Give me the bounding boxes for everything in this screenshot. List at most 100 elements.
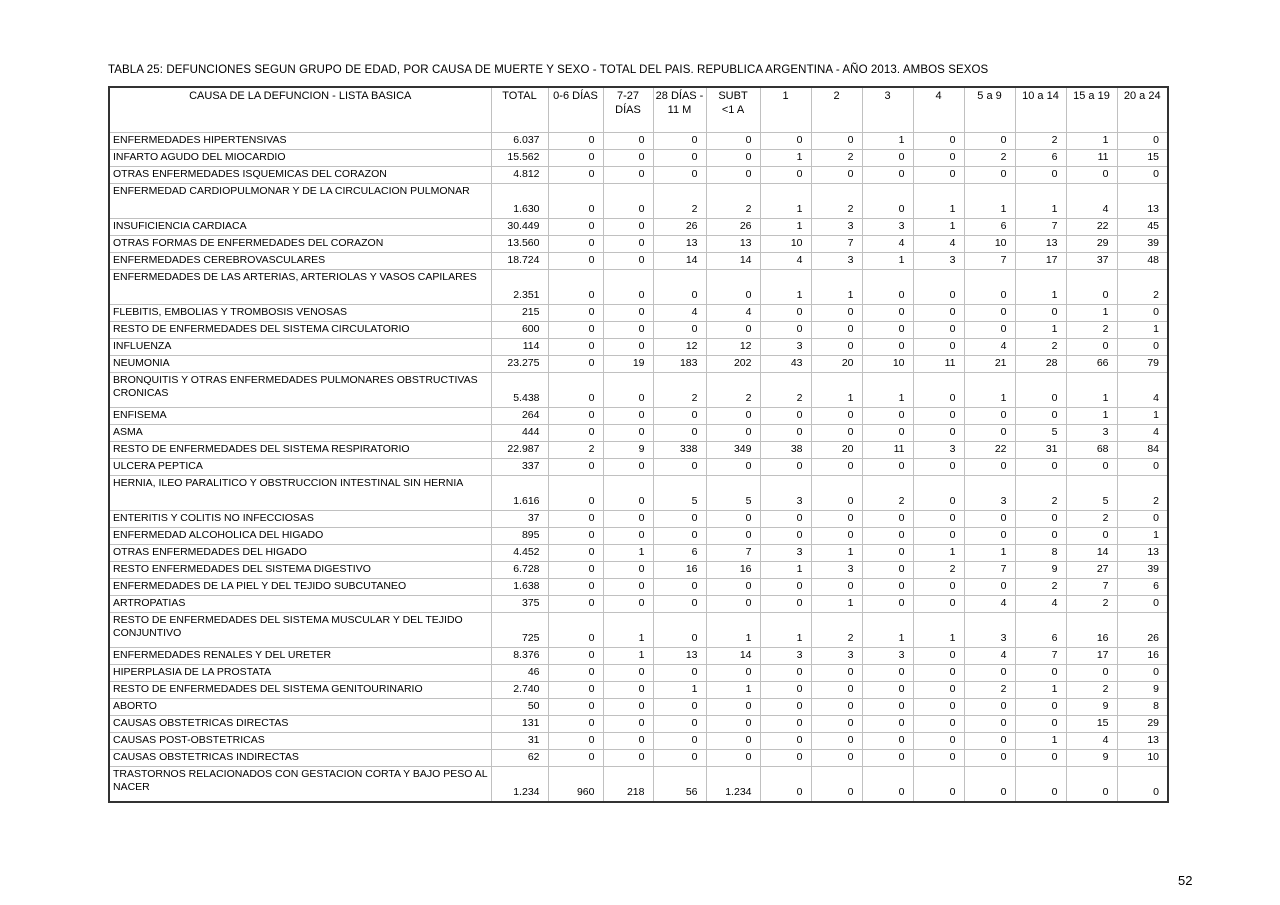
value-cell: 21: [963, 355, 1016, 373]
value-cell: 1: [861, 612, 914, 648]
cause-cell: CAUSAS OBSTETRICAS INDIRECTAS: [108, 749, 492, 767]
value-cell: 56: [652, 766, 707, 802]
value-cell: 0: [861, 269, 914, 305]
value-cell: 6: [1014, 612, 1067, 648]
value-cell: 48: [1116, 252, 1169, 270]
age-group-header: 7-27 DÍAS: [602, 86, 654, 133]
value-cell: 960: [547, 766, 604, 802]
value-cell: 0: [547, 407, 604, 425]
value-cell: 2: [759, 372, 812, 408]
value-cell: 1: [861, 252, 914, 270]
value-cell: 3: [963, 475, 1016, 511]
table-row: RESTO DE ENFERMEDADES DEL SISTEMA GENITO…: [108, 681, 1169, 699]
value-cell: 0: [963, 766, 1016, 802]
value-cell: 2: [810, 149, 863, 167]
value-cell: 0: [1014, 510, 1067, 528]
table-row: ENFERMEDADES DE LAS ARTERIAS, ARTERIOLAS…: [108, 269, 1169, 305]
value-cell: 1: [861, 372, 914, 408]
value-cell: 0: [602, 664, 654, 682]
value-cell: 1.234: [705, 766, 761, 802]
value-cell: 46: [490, 664, 549, 682]
cause-cell: TRASTORNOS RELACIONADOS CON GESTACION CO…: [108, 766, 492, 802]
value-cell: 0: [912, 595, 965, 613]
value-cell: 0: [912, 338, 965, 356]
value-cell: 0: [810, 732, 863, 750]
value-cell: 10: [1116, 749, 1169, 767]
value-cell: 337: [490, 458, 549, 476]
table-row: ENFERMEDAD ALCOHOLICA DEL HIGADO 895 0 0 0 0 0…: [108, 527, 1169, 545]
value-cell: 22.987: [490, 441, 549, 459]
value-cell: 0: [1014, 749, 1067, 767]
age-group-header: 3: [861, 86, 914, 133]
value-cell: 43: [759, 355, 812, 373]
value-cell: 0: [705, 424, 761, 442]
value-cell: 0: [810, 166, 863, 184]
age-group-header: 5 a 9: [963, 86, 1016, 133]
value-cell: 1: [759, 269, 812, 305]
value-cell: 0: [861, 166, 914, 184]
value-cell: 2: [705, 372, 761, 408]
value-cell: 0: [963, 132, 1016, 150]
value-cell: 0: [547, 681, 604, 699]
value-cell: 0: [547, 527, 604, 545]
value-cell: 38: [759, 441, 812, 459]
value-cell: 13: [652, 647, 707, 665]
value-cell: 28: [1014, 355, 1067, 373]
value-cell: 1: [1065, 407, 1118, 425]
value-cell: 0: [810, 510, 863, 528]
value-cell: 39: [1116, 235, 1169, 253]
value-cell: 0: [602, 321, 654, 339]
value-cell: 1: [759, 149, 812, 167]
value-cell: 0: [1116, 304, 1169, 322]
value-cell: 3: [810, 218, 863, 236]
value-cell: 0: [602, 183, 654, 219]
value-cell: 0: [963, 749, 1016, 767]
value-cell: 37: [490, 510, 549, 528]
value-cell: 0: [759, 664, 812, 682]
value-cell: 15.562: [490, 149, 549, 167]
value-cell: 0: [705, 149, 761, 167]
value-cell: 0: [1014, 166, 1067, 184]
value-cell: 0: [963, 715, 1016, 733]
value-cell: 0: [705, 510, 761, 528]
value-cell: 0: [705, 321, 761, 339]
value-cell: 1.630: [490, 183, 549, 219]
value-cell: 1: [1014, 269, 1067, 305]
value-cell: 0: [810, 664, 863, 682]
value-cell: 0: [547, 372, 604, 408]
cause-cell: ABORTO: [108, 698, 492, 716]
value-cell: 45: [1116, 218, 1169, 236]
cause-cell: RESTO DE ENFERMEDADES DEL SISTEMA GENITO…: [108, 681, 492, 699]
value-cell: 2: [1065, 681, 1118, 699]
value-cell: 0: [602, 407, 654, 425]
table-row: ENFERMEDAD CARDIOPULMONAR Y DE LA CIRCUL…: [108, 183, 1169, 219]
value-cell: 600: [490, 321, 549, 339]
value-cell: 0: [652, 732, 707, 750]
value-cell: 338: [652, 441, 707, 459]
value-cell: 27: [1065, 561, 1118, 579]
value-cell: 0: [652, 595, 707, 613]
cause-cell: BRONQUITIS Y OTRAS ENFERMEDADES PULMONAR…: [108, 372, 492, 408]
value-cell: 0: [547, 510, 604, 528]
page-number: 52: [1178, 873, 1193, 888]
value-cell: 0: [912, 132, 965, 150]
value-cell: 1: [810, 372, 863, 408]
value-cell: 62: [490, 749, 549, 767]
value-cell: 0: [810, 407, 863, 425]
age-group-header: 0-6 DÍAS: [547, 86, 604, 133]
value-cell: 0: [602, 749, 654, 767]
value-cell: 1: [963, 183, 1016, 219]
value-cell: 7: [1065, 578, 1118, 596]
value-cell: 0: [861, 510, 914, 528]
value-cell: 2: [1065, 510, 1118, 528]
value-cell: 5: [652, 475, 707, 511]
value-cell: 0: [810, 527, 863, 545]
value-cell: 13: [1014, 235, 1067, 253]
value-cell: 0: [652, 578, 707, 596]
value-cell: 0: [602, 372, 654, 408]
value-cell: 7: [1014, 647, 1067, 665]
table-row: INFARTO AGUDO DEL MIOCARDIO 15.562 0 0 0 0 1 2 0…: [108, 149, 1169, 167]
table-row: ASMA 444 0 0 0 0 0 0 0 0 0 5 3 4: [108, 424, 1169, 442]
cause-cell: ENFERMEDADES DE LAS ARTERIAS, ARTERIOLAS…: [108, 269, 492, 305]
value-cell: 2: [705, 183, 761, 219]
